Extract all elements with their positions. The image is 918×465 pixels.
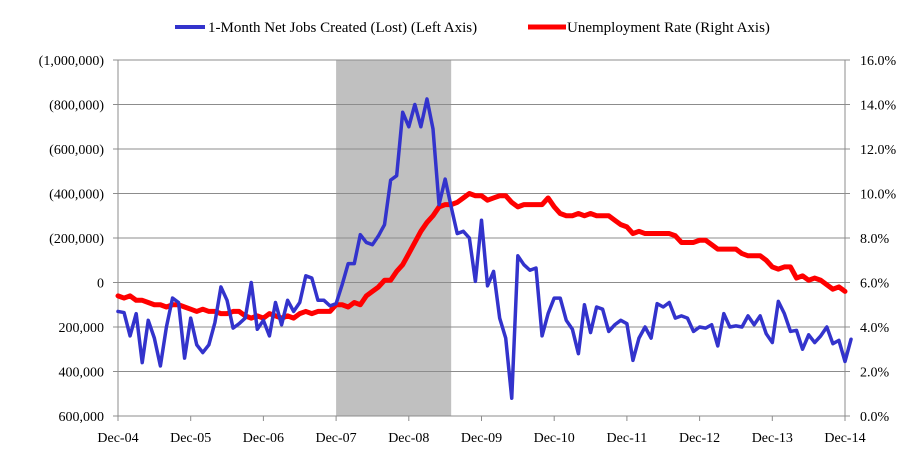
left-tick-label: 200,000 — [59, 321, 105, 336]
plot-area: (1,000,000) (800,000) (600,000) (400,000) (2… — [39, 54, 897, 446]
x-tick-label: Dec-04 — [97, 431, 138, 446]
x-tick-label: Dec-12 — [679, 431, 720, 446]
x-tick-label: Dec-11 — [607, 431, 648, 446]
legend-label-jobs: 1-Month Net Jobs Created (Lost) (Left Ax… — [208, 20, 477, 36]
x-tick-label: Dec-07 — [315, 431, 356, 446]
x-tick-label: Dec-06 — [243, 431, 284, 446]
x-tick-label: Dec-10 — [534, 431, 575, 446]
unemployment-series-line — [115, 191, 848, 321]
left-tick-label: (800,000) — [49, 99, 104, 114]
right-tick-label: 4.0% — [860, 321, 890, 336]
right-tick-label: 16.0% — [860, 54, 897, 69]
left-tick-label: 400,000 — [59, 366, 105, 381]
legend: 1-Month Net Jobs Created (Lost) (Left Ax… — [175, 20, 770, 36]
right-tick-label: 10.0% — [860, 188, 897, 203]
x-tick-label: Dec-14 — [824, 431, 865, 446]
left-tick-label: (1,000,000) — [39, 54, 105, 69]
x-tick-label: Dec-08 — [388, 431, 429, 446]
left-tick-label: 0 — [97, 277, 104, 292]
legend-label-unemployment: Unemployment Rate (Right Axis) — [567, 20, 770, 36]
x-tick-label: Dec-05 — [170, 431, 211, 446]
right-tick-label: 14.0% — [860, 99, 897, 114]
left-tick-label: (600,000) — [49, 143, 104, 158]
right-tick-label: 2.0% — [860, 366, 890, 381]
x-tick-label: Dec-09 — [461, 431, 502, 446]
right-tick-label: 12.0% — [860, 143, 897, 158]
left-tick-label: (200,000) — [49, 232, 104, 247]
x-tick-label: Dec-13 — [752, 431, 793, 446]
right-tick-label: 8.0% — [860, 232, 890, 247]
jobs-series-line — [116, 97, 853, 400]
left-tick-label: (400,000) — [49, 188, 104, 203]
right-tick-label: 0.0% — [860, 410, 890, 425]
left-tick-label: 600,000 — [59, 410, 105, 425]
right-tick-label: 6.0% — [860, 277, 890, 292]
